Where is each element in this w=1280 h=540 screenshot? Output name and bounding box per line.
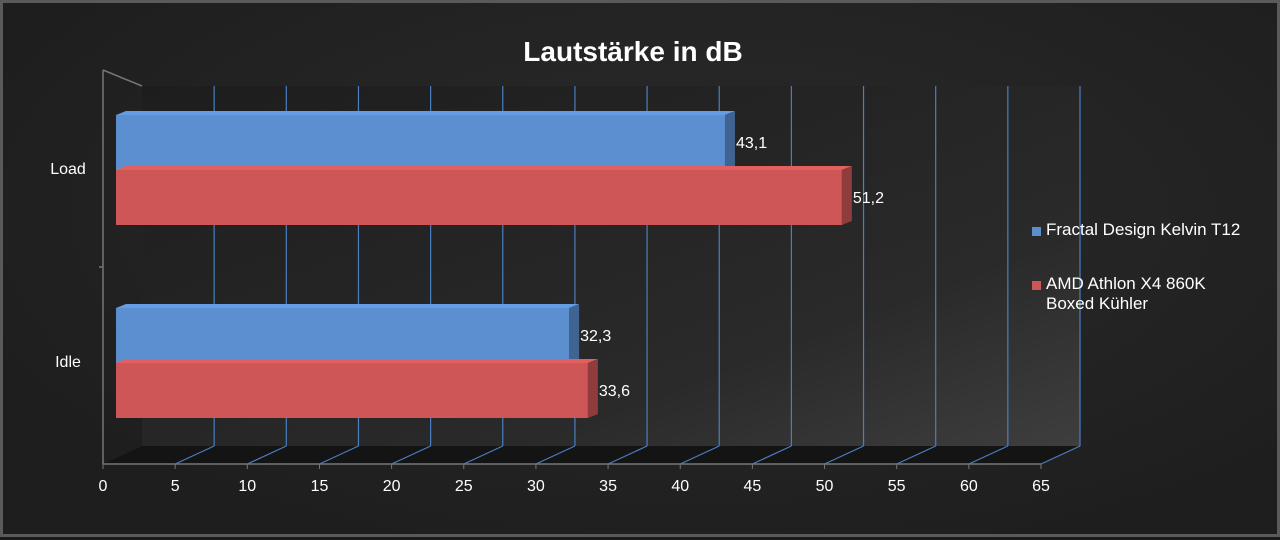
x-tick-label: 10 — [238, 478, 256, 495]
bar — [116, 170, 842, 225]
floor — [103, 446, 1080, 464]
bar-top-face — [116, 359, 598, 363]
x-tick-label: 35 — [599, 478, 617, 495]
gridline-floor — [319, 445, 359, 465]
bar-end-face — [569, 304, 580, 363]
x-tick-label: 40 — [671, 478, 689, 495]
gridline-floor — [247, 445, 287, 465]
x-tick-label: 25 — [455, 478, 473, 495]
gridline-floor — [896, 445, 936, 465]
data-label: 51,2 — [853, 190, 884, 207]
bar — [116, 363, 588, 418]
bar-top-face — [116, 304, 580, 308]
x-tick-label: 5 — [171, 478, 180, 495]
x-tick-label: 45 — [743, 478, 761, 495]
bar — [116, 115, 725, 170]
bar-end-face — [587, 359, 598, 418]
x-tick-label: 50 — [816, 478, 834, 495]
category-label: Load — [50, 161, 86, 178]
legend-label: AMD Athlon X4 860K — [1046, 274, 1206, 293]
x-tick-label: 60 — [960, 478, 978, 495]
side-wall-top-edge — [102, 69, 143, 87]
gridline-floor — [463, 445, 504, 465]
gridline-floor — [174, 445, 215, 465]
legend-swatch — [1032, 227, 1041, 236]
bar-end-face — [841, 166, 852, 225]
gridline-floor — [679, 445, 720, 465]
bar — [116, 308, 570, 363]
x-tick-label: 65 — [1032, 478, 1050, 495]
x-tick-label: 0 — [99, 478, 108, 495]
data-label: 32,3 — [580, 328, 611, 345]
chart-title: Lautstärke in dB — [523, 36, 742, 67]
legend-swatch — [1032, 281, 1041, 290]
gridline-floor — [391, 445, 431, 465]
plot-area: 0 5 10 15 20 25 30 35 40 45 50 55 60 65 Load 43,1 51,2 Id… — [50, 69, 1081, 495]
bar-end-face — [724, 111, 735, 170]
gridline-floor — [968, 445, 1009, 465]
bar-top-face — [116, 111, 735, 115]
legend-label: Boxed Kühler — [1046, 294, 1148, 313]
x-tick-label: 55 — [888, 478, 906, 495]
gridline-floor — [752, 445, 792, 465]
gridline-floor — [824, 445, 864, 465]
gridline-floor — [535, 445, 576, 465]
legend: Fractal Design Kelvin T12 AMD Athlon X4 8… — [1032, 220, 1240, 313]
data-label: 33,6 — [599, 383, 630, 400]
chart: Lautstärke in dB 0 5 10 15 20 25 30 35 40 45 50 55 6… — [50, 36, 1240, 495]
gridline-floor — [1040, 445, 1081, 465]
legend-label: Fractal Design Kelvin T12 — [1046, 220, 1240, 239]
category-label: Idle — [55, 354, 81, 371]
x-tick-label: 20 — [383, 478, 401, 495]
data-label: 43,1 — [736, 135, 767, 152]
gridline-floor — [607, 445, 648, 465]
x-tick-label: 15 — [311, 478, 329, 495]
bar-top-face — [116, 166, 852, 170]
x-tick-label: 30 — [527, 478, 545, 495]
